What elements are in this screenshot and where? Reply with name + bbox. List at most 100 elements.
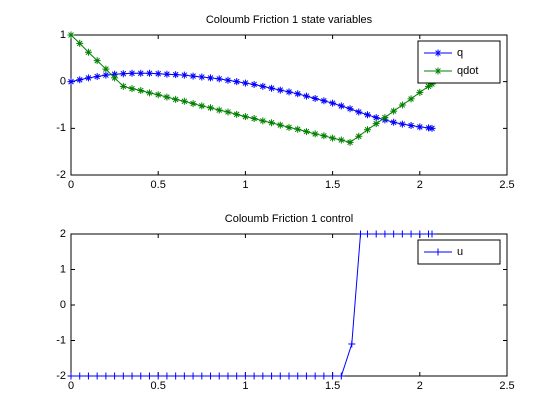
- marker: [172, 71, 180, 79]
- marker: [407, 230, 415, 238]
- marker: [337, 136, 345, 144]
- x-tick-label: 0.5: [151, 380, 166, 392]
- marker: [329, 372, 337, 380]
- marker: [320, 132, 328, 140]
- marker: [428, 230, 436, 238]
- legend-marker: [434, 248, 442, 256]
- marker: [145, 372, 153, 380]
- y-tick-label: 1: [60, 263, 66, 275]
- marker: [428, 80, 436, 88]
- marker: [154, 91, 162, 99]
- marker: [390, 230, 398, 238]
- y-tick-label: -1: [56, 122, 66, 134]
- marker: [407, 122, 415, 130]
- marker: [145, 89, 153, 97]
- marker: [329, 134, 337, 142]
- marker: [128, 69, 136, 77]
- marker: [180, 372, 188, 380]
- marker: [163, 93, 171, 101]
- marker: [407, 95, 415, 103]
- marker: [128, 372, 136, 380]
- marker: [172, 372, 180, 380]
- marker: [355, 108, 363, 116]
- marker: [84, 74, 92, 82]
- marker: [302, 128, 310, 136]
- marker: [250, 80, 258, 88]
- marker: [207, 372, 215, 380]
- marker: [302, 92, 310, 100]
- x-tick-label: 1.5: [325, 380, 340, 392]
- marker: [111, 70, 119, 78]
- marker: [76, 372, 84, 380]
- x-tick-label: 2: [417, 179, 423, 191]
- marker: [348, 340, 356, 348]
- marker: [259, 372, 267, 380]
- marker: [311, 372, 319, 380]
- marker: [398, 101, 406, 109]
- marker: [268, 372, 276, 380]
- marker: [357, 230, 365, 238]
- marker: [233, 372, 241, 380]
- marker: [285, 372, 293, 380]
- marker: [76, 76, 84, 84]
- marker: [259, 82, 267, 90]
- legend: u: [417, 239, 501, 265]
- marker: [215, 106, 223, 114]
- marker: [163, 372, 171, 380]
- marker: [363, 126, 371, 134]
- marker: [67, 31, 75, 39]
- marker: [276, 86, 284, 94]
- chart-title: Coloumb Friction 1 state variables: [206, 14, 373, 26]
- marker: [119, 372, 127, 380]
- marker: [84, 372, 92, 380]
- marker: [372, 230, 380, 238]
- y-tick-label: -2: [56, 370, 66, 382]
- chart-title: Coloumb Friction 1 control: [225, 213, 353, 225]
- x-tick-label: 2.5: [499, 380, 514, 392]
- marker: [189, 100, 197, 108]
- marker: [163, 70, 171, 78]
- marker: [119, 70, 127, 78]
- marker: [416, 123, 424, 131]
- marker: [67, 372, 75, 380]
- marker: [102, 372, 110, 380]
- marker: [346, 105, 354, 113]
- x-tick-label: 1: [242, 179, 248, 191]
- marker: [207, 74, 215, 82]
- y-tick-label: 2: [60, 228, 66, 240]
- marker: [329, 99, 337, 107]
- marker: [381, 114, 389, 122]
- marker: [224, 76, 232, 84]
- marker: [119, 82, 127, 90]
- marker: [285, 88, 293, 96]
- marker: [84, 48, 92, 56]
- legend-marker: [434, 67, 442, 75]
- marker: [363, 230, 371, 238]
- marker: [93, 73, 101, 81]
- marker: [172, 95, 180, 103]
- marker: [337, 372, 345, 380]
- x-tick-label: 2.5: [499, 179, 514, 191]
- axes: Coloumb Friction 1 control 0 0.5 1 1.5 2 2.5 -2…: [56, 213, 514, 392]
- marker: [198, 102, 206, 110]
- marker: [137, 69, 145, 77]
- y-tick-label: 0: [60, 299, 66, 311]
- marker: [189, 72, 197, 80]
- marker: [363, 111, 371, 119]
- marker: [198, 372, 206, 380]
- marker: [154, 372, 162, 380]
- marker: [372, 114, 380, 122]
- y-tick-label: -1: [56, 334, 66, 346]
- marker: [294, 90, 302, 98]
- marker: [398, 230, 406, 238]
- x-tick-label: 0.5: [151, 179, 166, 191]
- marker: [180, 71, 188, 79]
- marker: [102, 65, 110, 73]
- marker: [241, 113, 249, 121]
- marker: [137, 372, 145, 380]
- axes: Coloumb Friction 1 state variables 0 0.5 1 1…: [56, 14, 514, 191]
- legend: q qdot: [417, 40, 501, 84]
- x-tick-label: 1.5: [325, 179, 340, 191]
- marker: [268, 84, 276, 92]
